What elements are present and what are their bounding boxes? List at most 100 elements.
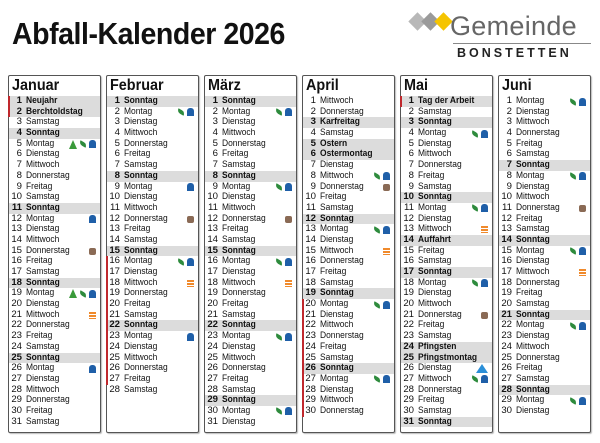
day-row: 4 Mittwoch [107, 127, 198, 139]
day-row: 28 Donnerstag [401, 384, 492, 396]
day-number: 19 [109, 287, 120, 299]
day-label: Freitag [516, 212, 543, 224]
bag-icon [285, 108, 292, 117]
day-number: 6 [408, 148, 414, 160]
day-row: 19 Montag [9, 288, 100, 299]
day-number: 15 [11, 244, 22, 256]
day-row-holiday: 26 Sonntag [302, 362, 394, 374]
day-number: 14 [11, 233, 22, 245]
leaf-icon [470, 279, 480, 287]
day-row: 27 Freitag [106, 373, 198, 385]
collection-icons [372, 375, 390, 384]
day-label: Dienstag [222, 340, 256, 352]
day-row: 6 Mittwoch [401, 149, 492, 160]
leaf-icon [372, 300, 382, 309]
day-row: 31 Dienstag [205, 416, 296, 428]
day-row: 2 Montag [205, 105, 296, 118]
cardboard-box-icon [285, 215, 292, 223]
paper-bundle-icon [285, 279, 292, 287]
day-number: 27 [207, 372, 218, 384]
day-row: 8 Mittwoch [303, 169, 394, 182]
day-number: 13 [109, 223, 120, 235]
day-label: Freitag [320, 340, 347, 352]
day-label: Samstag [26, 266, 60, 277]
collection-icons [89, 215, 96, 224]
christmas-tree-icon [69, 289, 77, 299]
day-label: Dienstag [418, 212, 452, 224]
collection-icons [285, 279, 292, 288]
day-label: Sonntag [516, 159, 550, 171]
day-label: Samstag [124, 308, 158, 320]
leaf-icon [568, 172, 578, 181]
bag-icon [89, 140, 96, 149]
day-number: 16 [403, 255, 414, 267]
day-number: 11 [502, 201, 512, 213]
collection-icons [568, 247, 586, 256]
day-row-holiday: 8 Sonntag [107, 170, 198, 182]
day-number: 25 [11, 351, 22, 363]
day-number: 26 [501, 362, 512, 374]
day-number: 23 [11, 330, 22, 342]
day-label: Sonntag [418, 415, 452, 427]
day-label: Dienstag [124, 191, 158, 203]
day-label: Donnerstag [320, 255, 364, 267]
collection-icons [383, 183, 390, 192]
day-row: 26 Donnerstag [106, 362, 198, 374]
day-label: Dienstag [418, 287, 452, 299]
day-label: Samstag [26, 415, 60, 427]
day-row-holiday: 25 Sonntag [9, 351, 100, 364]
day-number: 1 [114, 95, 120, 106]
bag-icon [579, 321, 586, 330]
day-number: 9 [310, 180, 316, 192]
day-row: 29 Montag [499, 395, 590, 406]
day-number: 17 [11, 266, 22, 277]
leaf-icon [568, 247, 578, 255]
day-number: 16 [501, 255, 512, 267]
day-label: Mittwoch [222, 127, 256, 139]
day-label: Montag [26, 212, 55, 224]
day-number: 30 [305, 404, 316, 416]
day-label: Dienstag [516, 105, 550, 117]
day-label: Mittwoch [26, 159, 60, 171]
day-row: 26 Donnerstag [205, 362, 296, 374]
day-row: 13 Dienstag [9, 224, 100, 235]
day-number: 16 [11, 255, 22, 267]
day-label: Mittwoch [320, 169, 354, 181]
day-number: 17 [305, 266, 316, 277]
day-row: 8 Donnerstag [9, 170, 100, 182]
day-number: 14 [305, 233, 316, 245]
day-number: 2 [212, 105, 218, 117]
day-row: 20 Freitag [106, 298, 198, 310]
day-label: Montag [222, 404, 251, 416]
day-row: 25 Donnerstag [499, 352, 590, 364]
day-label: Samstag [418, 255, 452, 267]
bag-icon [579, 172, 586, 181]
day-label: Donnerstag [320, 404, 364, 416]
day-row: 20 Samstag [499, 298, 590, 310]
day-row: 8 Montag [499, 170, 590, 182]
day-label: Mittwoch [320, 394, 354, 406]
day-label: Auffahrt [418, 233, 451, 245]
day-number: 3 [310, 116, 316, 128]
day-label: Freitag [124, 298, 151, 310]
day-number: 26 [305, 362, 316, 374]
paper-bundle-icon [579, 269, 586, 276]
collection-icons [579, 204, 586, 213]
day-label: Montag [320, 223, 349, 235]
bag-icon [481, 204, 488, 213]
day-number: 8 [408, 169, 414, 181]
day-row: 17 Freitag [303, 266, 394, 278]
day-row: 16 Samstag [401, 256, 492, 267]
day-label: Mittwoch [222, 276, 256, 288]
day-row-holiday: 24 Pfingsten [401, 341, 492, 353]
day-number: 18 [11, 276, 22, 288]
day-label: Samstag [418, 105, 452, 117]
day-number: 16 [109, 255, 120, 267]
day-row: 28 Samstag [205, 384, 296, 396]
day-number: 12 [305, 212, 316, 224]
day-label: Dienstag [26, 148, 60, 160]
cardboard-box-icon [89, 247, 96, 255]
day-label: Sonntag [516, 383, 550, 395]
day-label: Sonntag [418, 116, 452, 128]
leaf-icon [372, 375, 382, 384]
